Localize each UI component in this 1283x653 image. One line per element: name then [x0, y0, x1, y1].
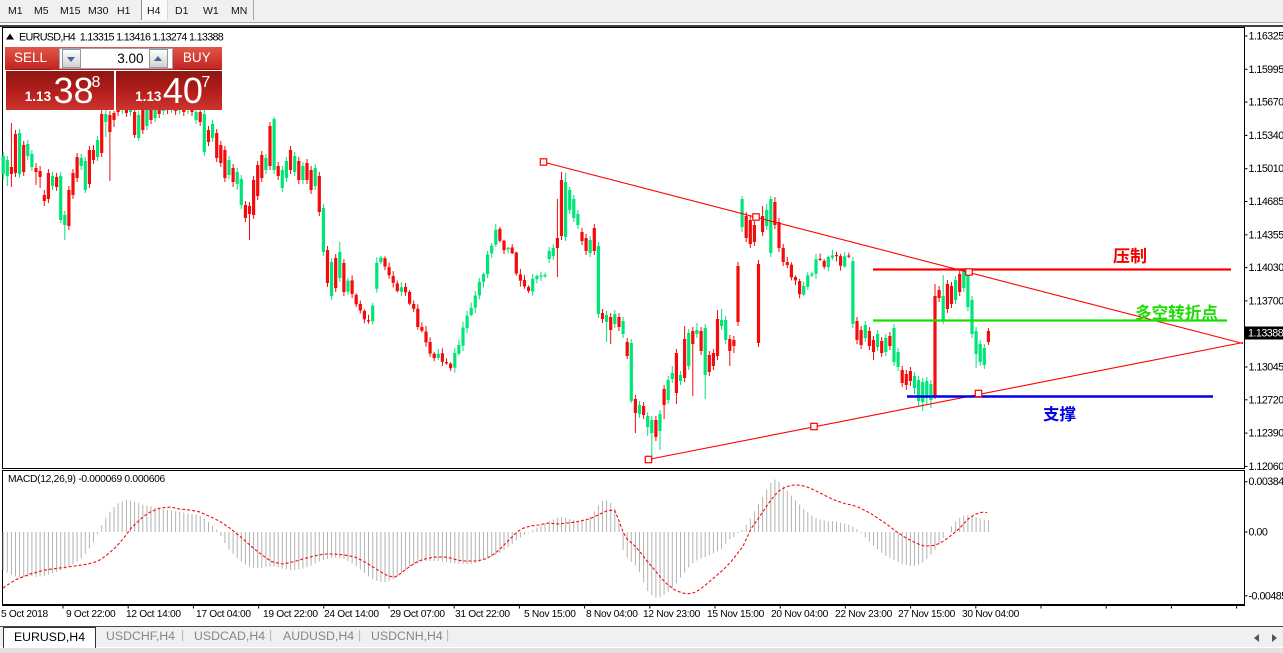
svg-text:30 Nov 04:00: 30 Nov 04:00: [962, 609, 1020, 620]
svg-text:24 Oct 14:00: 24 Oct 14:00: [324, 609, 379, 620]
svg-text:31 Oct 22:00: 31 Oct 22:00: [455, 609, 510, 620]
svg-text:1.14685: 1.14685: [1249, 196, 1283, 208]
svg-text:1.14030: 1.14030: [1249, 262, 1283, 274]
svg-text:1.16325: 1.16325: [1249, 31, 1283, 43]
svg-text:0.00: 0.00: [1249, 527, 1268, 539]
svg-text:29 Oct 07:00: 29 Oct 07:00: [390, 609, 445, 620]
svg-text:9 Oct 22:00: 9 Oct 22:00: [66, 609, 116, 620]
svg-text:MACD(12,26,9) -0.000069 0.0006: MACD(12,26,9) -0.000069 0.000606: [8, 474, 166, 485]
svg-text:27 Nov 15:00: 27 Nov 15:00: [898, 609, 956, 620]
svg-text:5 Nov 15:00: 5 Nov 15:00: [524, 609, 576, 620]
svg-text:1.12390: 1.12390: [1249, 428, 1283, 440]
svg-text:1.12060: 1.12060: [1249, 461, 1283, 473]
svg-text:15 Nov 15:00: 15 Nov 15:00: [707, 609, 765, 620]
svg-text:12 Oct 14:00: 12 Oct 14:00: [126, 609, 181, 620]
svg-text:22 Nov 23:00: 22 Nov 23:00: [835, 609, 893, 620]
svg-text:5 Oct 2018: 5 Oct 2018: [1, 609, 48, 620]
svg-text:1.15995: 1.15995: [1249, 64, 1283, 76]
svg-text:8 Nov 04:00: 8 Nov 04:00: [586, 609, 638, 620]
svg-text:17 Oct 04:00: 17 Oct 04:00: [196, 609, 251, 620]
svg-text:1.13388: 1.13388: [1248, 328, 1283, 340]
svg-text:1.15340: 1.15340: [1249, 130, 1283, 142]
svg-text:1.15010: 1.15010: [1249, 163, 1283, 175]
svg-text:1.15670: 1.15670: [1249, 97, 1283, 109]
svg-text:0.003847: 0.003847: [1249, 476, 1283, 488]
svg-text:19 Oct 22:00: 19 Oct 22:00: [263, 609, 318, 620]
svg-text:1.12720: 1.12720: [1249, 394, 1283, 406]
svg-text:-0.00485: -0.00485: [1249, 590, 1283, 602]
svg-text:EURUSD,H4 1.13315 1.13416 1.1: EURUSD,H4 1.13315 1.13416 1.13274 1.1338…: [19, 32, 224, 44]
svg-text:12 Nov 23:00: 12 Nov 23:00: [643, 609, 701, 620]
svg-text:20 Nov 04:00: 20 Nov 04:00: [771, 609, 829, 620]
svg-text:1.14355: 1.14355: [1249, 229, 1283, 241]
svg-text:1.13700: 1.13700: [1249, 295, 1283, 307]
svg-text:1.13045: 1.13045: [1249, 362, 1283, 374]
